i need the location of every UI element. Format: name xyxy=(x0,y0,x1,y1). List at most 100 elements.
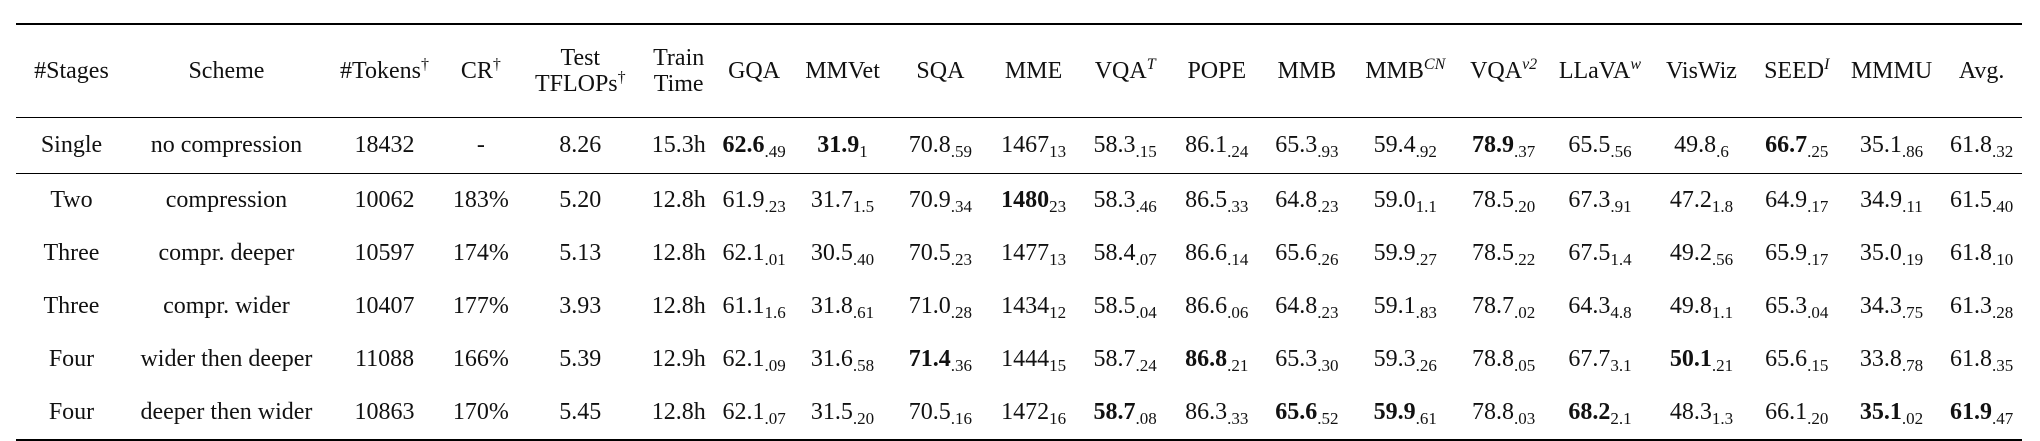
score-mean: 58.7 xyxy=(1093,346,1136,373)
table-body: Single no compression 18432-8.26 15.3h 62.6.… xyxy=(16,117,2022,441)
score-std: .56 xyxy=(1610,142,1632,162)
score-std: 3.1 xyxy=(1610,356,1632,376)
score-cell: 30.5.40 xyxy=(793,227,892,280)
score-mean: 58.5 xyxy=(1093,293,1136,320)
score-std: 1.8 xyxy=(1711,197,1734,217)
score-std: .15 xyxy=(1807,356,1829,376)
score-mean: 64.8 xyxy=(1275,187,1318,214)
score-std: .49 xyxy=(764,142,786,162)
score-std: .20 xyxy=(852,409,875,429)
header-mme: MME xyxy=(988,23,1079,118)
score-std: .28 xyxy=(1991,303,2014,323)
score-mean: 30.5 xyxy=(810,240,853,267)
score-mean: 86.5 xyxy=(1185,187,1228,214)
stages-cell: Three xyxy=(43,293,100,320)
score-std: .16 xyxy=(950,409,973,429)
score-std: .17 xyxy=(1807,197,1829,217)
score-std: .04 xyxy=(1135,303,1157,323)
score-cell: 31.91 xyxy=(792,117,893,174)
score-std: .40 xyxy=(1991,197,2014,217)
table-row: Single no compression 18432-8.26 15.3h 62.6.… xyxy=(16,117,2022,174)
score-std: .19 xyxy=(1901,250,1924,270)
score-cell: 144415 xyxy=(989,333,1079,386)
score-std: 1.4 xyxy=(1610,250,1632,270)
header-seed-i: SEEDI xyxy=(1751,23,1842,118)
score-cell: 65.5.56 xyxy=(1548,117,1652,174)
score-cell: 64.8.23 xyxy=(1262,280,1352,333)
score-std: .56 xyxy=(1711,250,1734,270)
stages-cell: Two xyxy=(50,187,93,214)
score-mean: 58.3 xyxy=(1093,132,1136,159)
score-std: .22 xyxy=(1514,250,1536,270)
score-mean: 58.7 xyxy=(1093,399,1136,426)
score-cell: 62.1.01 xyxy=(715,227,792,280)
score-std: .30 xyxy=(1317,356,1339,376)
score-mean: 86.3 xyxy=(1185,399,1228,426)
score-cell: 62.6.49 xyxy=(715,117,793,174)
score-std: .05 xyxy=(1514,356,1536,376)
score-std: .21 xyxy=(1711,356,1734,376)
score-mean: 1477 xyxy=(1001,240,1050,267)
tokens-cell: 11088 xyxy=(354,346,415,373)
score-std: .04 xyxy=(1807,303,1829,323)
score-cell: 78.5.20 xyxy=(1459,174,1549,228)
score-cell: 58.3.15 xyxy=(1078,117,1172,174)
score-cell: 71.4.36 xyxy=(892,333,988,386)
score-mean: 61.5 xyxy=(1949,187,1992,214)
score-mean: 31.7 xyxy=(810,187,853,214)
score-cell: 61.3.28 xyxy=(1941,280,2022,333)
score-std: .01 xyxy=(764,250,786,270)
score-cell: 86.6.14 xyxy=(1172,227,1262,280)
score-cell: 61.8.10 xyxy=(1941,227,2022,280)
table-row: Four wider then deeper 11088 166% 5.39 12.9h 6… xyxy=(16,333,2022,386)
score-cell: 61.8.35 xyxy=(1941,333,2022,386)
header-mmb-cn: MMBCN xyxy=(1351,23,1459,118)
score-std: 13 xyxy=(1049,250,1067,270)
score-std: .91 xyxy=(1610,197,1632,217)
score-mean: 67.3 xyxy=(1568,187,1611,214)
score-mean: 31.6 xyxy=(810,346,853,373)
score-mean: 78.5 xyxy=(1472,240,1514,267)
score-std: .83 xyxy=(1415,303,1437,323)
score-mean: 86.8 xyxy=(1185,346,1228,373)
score-std: 1.6 xyxy=(764,303,786,323)
score-cell: 49.8.6 xyxy=(1651,117,1752,174)
results-table-wrapper: #Stages Scheme #Tokens† CR† Test TFLOPs† … xyxy=(16,23,2022,441)
score-std: .27 xyxy=(1415,250,1437,270)
score-mean: 31.8 xyxy=(810,293,853,320)
score-cell: 59.4.92 xyxy=(1351,117,1459,174)
score-cell: 65.6.15 xyxy=(1752,333,1842,386)
header-cr: CR† xyxy=(443,23,519,118)
tokens-cell: 10407 xyxy=(354,293,415,320)
score-cell: 35.1.86 xyxy=(1841,117,1942,174)
score-std: .24 xyxy=(1135,356,1157,376)
train-time-cell: 12.8h xyxy=(651,240,706,267)
score-mean: 59.3 xyxy=(1373,346,1416,373)
score-mean: 1472 xyxy=(1001,399,1050,426)
score-mean: 78.8 xyxy=(1472,399,1514,426)
score-std: .23 xyxy=(1317,303,1339,323)
score-std: .17 xyxy=(1807,250,1829,270)
tokens-cell: 18432 xyxy=(325,117,444,174)
score-mean: 35.0 xyxy=(1859,240,1902,267)
score-std: .15 xyxy=(1135,142,1157,162)
score-mean: 61.9 xyxy=(1949,399,1992,426)
scheme-cell: compr. deeper xyxy=(158,240,295,267)
header-test-tflops: Test TFLOPs† xyxy=(518,23,643,118)
score-mean: 65.6 xyxy=(1765,346,1808,373)
stages-cell: Three xyxy=(43,240,100,267)
score-mean: 70.8 xyxy=(908,132,951,159)
score-cell: 49.81.1 xyxy=(1651,280,1752,333)
header-scheme: Scheme xyxy=(126,23,326,118)
header-llava-w: LLaVAw xyxy=(1548,23,1652,118)
header-mmvet: MMVet xyxy=(792,23,893,118)
score-std: 1 xyxy=(859,142,868,162)
score-cell: 33.8.78 xyxy=(1842,333,1941,386)
score-cell: 49.2.56 xyxy=(1651,227,1752,280)
score-cell: 64.34.8 xyxy=(1549,280,1652,333)
header-viswiz: VisWiz xyxy=(1651,23,1752,118)
score-std: .61 xyxy=(1415,409,1437,429)
table-row: Three compr. deeper 10597 174% 5.13 12.8h 62.1… xyxy=(16,227,2022,280)
score-cell: 67.51.4 xyxy=(1549,227,1652,280)
cr-cell: 166% xyxy=(452,346,509,373)
